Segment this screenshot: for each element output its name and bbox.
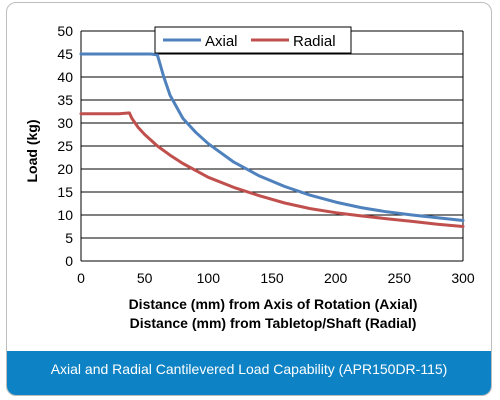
x-tick-label: 150 [260, 270, 284, 286]
y-tick-label: 50 [57, 23, 73, 39]
caption-bar: Axial and Radial Cantilevered Load Capab… [7, 351, 491, 395]
legend-label-axial: Axial [205, 33, 238, 50]
y-tick-label: 15 [57, 184, 73, 200]
x-tick-label: 300 [451, 270, 475, 286]
y-axis-label: Load (kg) [24, 120, 40, 183]
x-tick-labels: 0 50 100 150 200 250 300 [77, 270, 475, 286]
x-tick-label: 100 [197, 270, 221, 286]
x-tick-label: 200 [324, 270, 348, 286]
y-tick-label: 45 [57, 46, 73, 62]
y-tick-label: 30 [57, 115, 73, 131]
gridlines [80, 30, 464, 262]
y-tick-label: 25 [57, 138, 73, 154]
y-tick-label: 20 [57, 161, 73, 177]
y-tick-label: 35 [57, 92, 73, 108]
x-tick-label: 0 [77, 270, 85, 286]
series-line-axial [79, 52, 465, 222]
x-axis-label-line-2: Distance (mm) from Tabletop/Shaft (Radia… [130, 315, 417, 331]
chart-caption: Axial and Radial Cantilevered Load Capab… [50, 361, 448, 377]
x-tick-label: 50 [137, 270, 153, 286]
y-tick-label: 40 [57, 69, 73, 85]
legend: Axial Radial [154, 26, 352, 54]
series-line-radial [79, 111, 465, 228]
y-tick-label: 0 [65, 253, 73, 269]
x-tick-label: 250 [388, 270, 412, 286]
y-tick-label: 10 [57, 207, 73, 223]
x-axis-label-line-1: Distance (mm) from Axis of Rotation (Axi… [129, 296, 418, 312]
chart-card: 0 5 10 15 20 25 30 35 40 45 50 0 50 100 150 200 250 300 … [6, 2, 492, 396]
y-tick-label: 5 [65, 230, 73, 246]
legend-label-radial: Radial [293, 33, 336, 50]
y-tick-labels: 0 5 10 15 20 25 30 35 40 45 50 [57, 23, 73, 269]
series-lines [79, 52, 465, 228]
